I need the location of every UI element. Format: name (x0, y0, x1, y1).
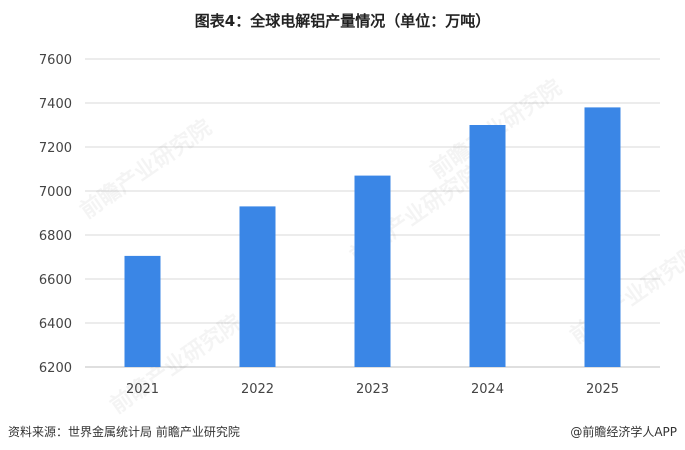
y-tick-label: 6400 (39, 317, 72, 332)
watermark-text: 前瞻产业研究院 (565, 239, 685, 349)
y-tick-label: 7200 (39, 141, 72, 156)
x-tick-label: 2024 (471, 382, 504, 397)
y-tick-label: 6200 (39, 361, 72, 376)
x-tick-label: 2021 (126, 382, 159, 397)
x-tick-label: 2025 (586, 382, 619, 397)
bar-2022 (239, 206, 276, 367)
y-tick-label: 7600 (39, 53, 72, 68)
bars (124, 107, 621, 368)
y-tick-label: 7400 (39, 97, 72, 112)
x-axis-ticks: 2021 2022 2023 2024 2025 (126, 382, 619, 397)
bar-2021 (124, 255, 161, 367)
source-note: 资料来源：世界金属统计局 前瞻产业研究院 (8, 425, 240, 439)
x-tick-label: 2022 (241, 382, 274, 397)
bar-2024 (469, 125, 506, 367)
x-tick-label: 2023 (356, 382, 389, 397)
y-tick-label: 6600 (39, 273, 72, 288)
y-axis-ticks: 6200 6400 6600 6800 7000 7200 7400 7600 (39, 53, 72, 376)
y-tick-label: 6800 (39, 229, 72, 244)
bar-2023 (354, 175, 391, 367)
bar-2025 (584, 107, 621, 368)
brand-credit: @前瞻经济学人APP (570, 425, 677, 439)
watermark-text: 前瞻产业研究院 (75, 114, 216, 224)
y-tick-label: 7000 (39, 185, 72, 200)
chart-title: 图表4：全球电解铝产量情况（单位：万吨） (194, 12, 491, 30)
